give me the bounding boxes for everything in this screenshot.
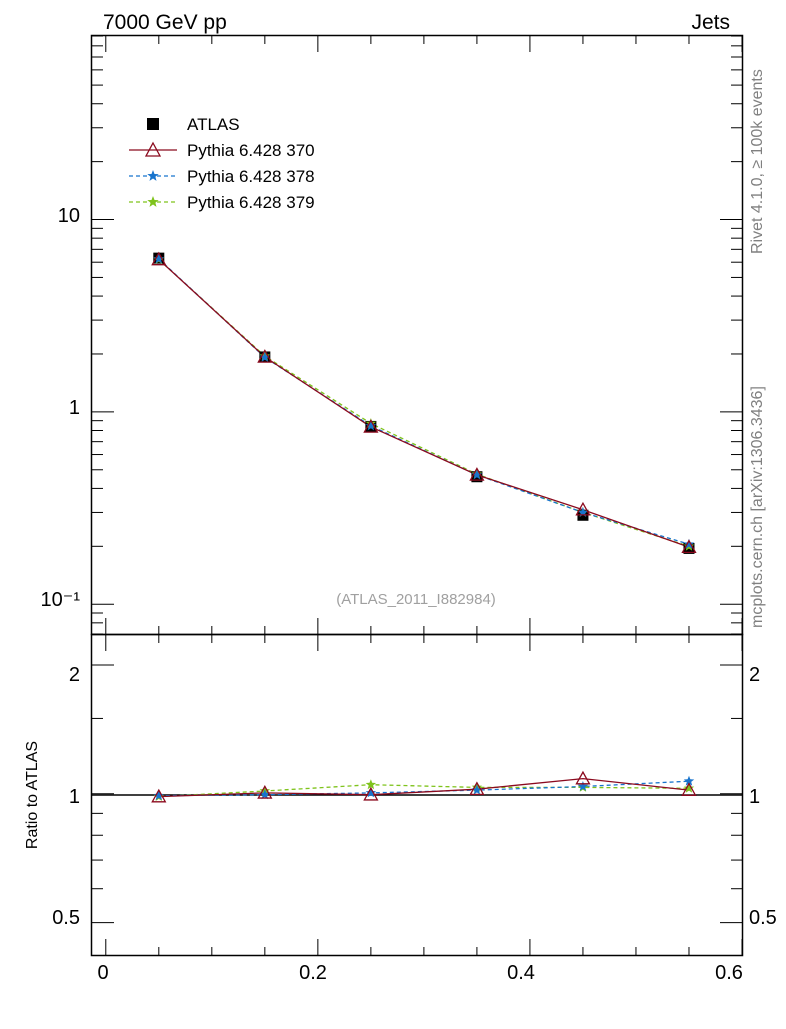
ratio-series-layer	[151, 770, 697, 803]
x-tick-label-0.4: 0.4	[507, 962, 535, 984]
ratio-line-Pythia-6.428-379	[158, 784, 690, 798]
rivet-version-label: Rivet 4.1.0, ≥ 100k events	[749, 69, 766, 254]
main-p378-point	[577, 506, 589, 517]
main-y-tick-label-1: 1	[69, 397, 80, 419]
main-p378-point	[259, 351, 271, 362]
legend-p378-marker	[147, 170, 159, 181]
ratio-y-tick-label-1-right: 1	[749, 786, 760, 808]
ratio-p379-point	[683, 782, 695, 793]
main-y-tick-labels: 10 1 10⁻¹	[41, 205, 81, 611]
ratio-line-Pythia-6.428-370	[158, 777, 690, 798]
ratio-p370-point	[151, 788, 167, 803]
main-p370-point	[469, 467, 485, 481]
ratio-panel-ticks	[92, 635, 743, 955]
legend-p370-marker	[144, 141, 162, 157]
main-panel-ticks	[92, 35, 743, 635]
legend-p378-label: Pythia 6.428 378	[187, 167, 315, 186]
main-p370-point	[575, 501, 591, 516]
ratio-y-axis-label: Ratio to ATLAS	[24, 741, 41, 849]
x-tick-labels: 0 0.2 0.4 0.6	[97, 962, 742, 984]
main-p378-point	[683, 538, 695, 549]
ratio-p379-point	[365, 779, 377, 790]
x-tick-label-0.2: 0.2	[299, 962, 327, 984]
ratio-y-tick-label-0.5-right: 0.5	[749, 907, 777, 929]
ratio-y-tick-label-1-left: 1	[69, 786, 80, 808]
ratio-p378-point	[259, 789, 271, 800]
main-p370-point	[151, 251, 167, 266]
ratio-p378-point	[577, 781, 589, 791]
ratio-p378-point	[153, 790, 164, 801]
main-p370-point	[257, 349, 273, 363]
main-y-tick-label-10: 10	[58, 205, 80, 227]
main-y-tick-label-0.1: 10⁻¹	[41, 589, 81, 611]
main-p370-point	[681, 539, 697, 553]
legend-p379-label: Pythia 6.428 379	[187, 193, 315, 212]
legend-atlas-marker	[147, 118, 159, 130]
ratio-p370-point	[257, 785, 273, 799]
ratio-panel-frame	[90, 633, 744, 957]
main-p378-point	[471, 469, 483, 480]
main-p378-point	[365, 420, 377, 431]
analysis-id-label: (ATLAS_2011_I882984)	[336, 591, 496, 608]
ratio-p370-point	[575, 770, 591, 785]
x-tick-label-0.6: 0.6	[715, 962, 743, 984]
x-tick-label-0: 0	[97, 962, 108, 984]
ratio-y-tick-label-2-right: 2	[749, 664, 760, 686]
header-left-title: 7000 GeV pp	[103, 11, 227, 34]
main-line-Pythia-6.428-379	[158, 259, 690, 547]
ratio-p370-point	[469, 781, 485, 796]
main-line-Pythia-6.428-378	[158, 258, 690, 545]
ratio-p378-point	[365, 787, 377, 798]
mcplots-reference-label: mcplots.cern.ch [arXiv:1306.3436]	[749, 386, 766, 628]
main-line-Pythia-6.428-370	[158, 259, 690, 548]
main-p378-point	[153, 253, 164, 264]
ratio-y-tick-labels: 2 1 0.5 2 1 0.5	[52, 664, 777, 929]
header-right-title: Jets	[691, 11, 730, 34]
ratio-line-Pythia-6.428-378	[158, 780, 690, 797]
ratio-p370-point	[363, 786, 379, 801]
ratio-y-tick-label-2-left: 2	[69, 664, 80, 686]
ratio-p378-point	[471, 784, 483, 795]
ratio-p370-point	[681, 782, 697, 796]
main-series-layer	[151, 251, 697, 554]
legend: ATLAS Pythia 6.428 370 Pythia 6.428 378 …	[129, 115, 315, 212]
legend-p370-label: Pythia 6.428 370	[187, 141, 315, 160]
main-p370-point	[363, 419, 379, 433]
legend-p379-marker	[147, 196, 159, 207]
ratio-y-tick-label-0.5-left: 0.5	[52, 907, 80, 929]
ratio-p378-point	[683, 775, 695, 786]
legend-atlas-label: ATLAS	[187, 115, 240, 134]
